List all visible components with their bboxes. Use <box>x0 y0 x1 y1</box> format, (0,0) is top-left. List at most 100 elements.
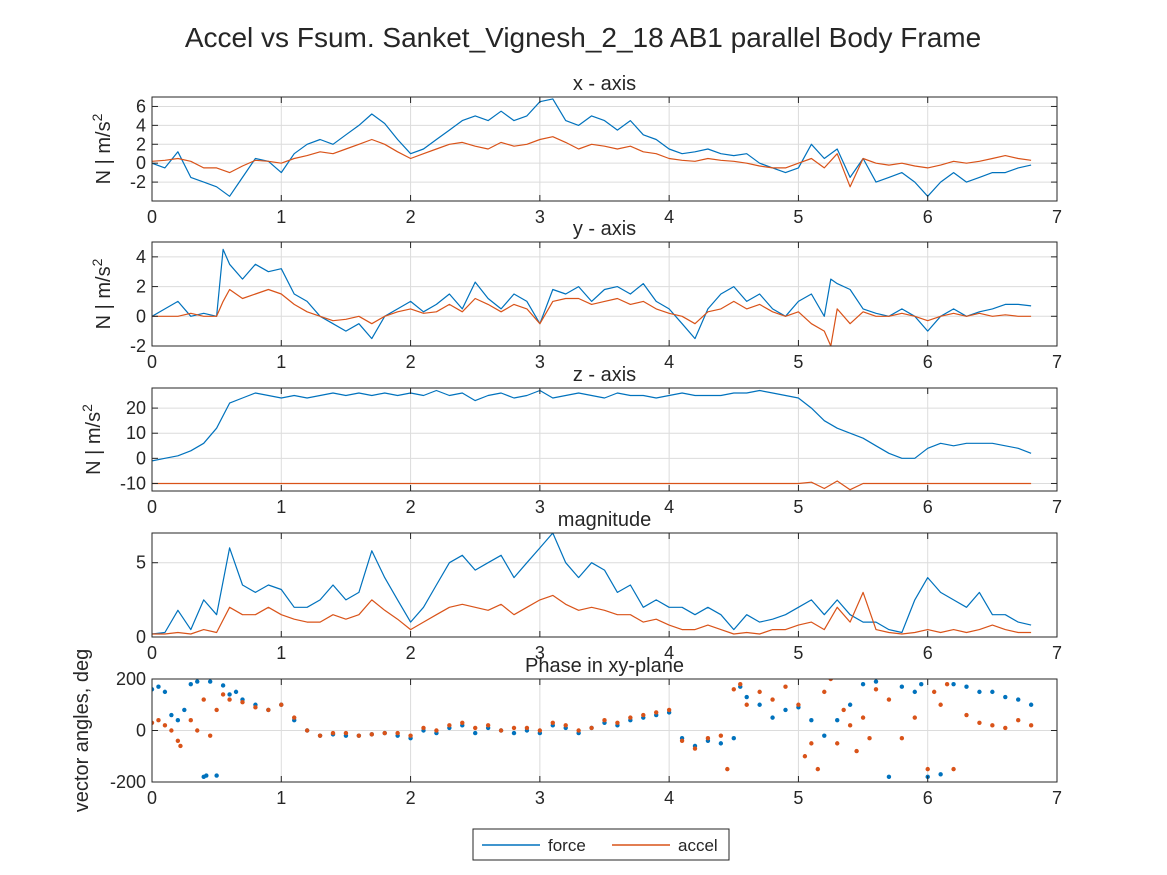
x-tick-label: 1 <box>276 643 286 663</box>
force-point <box>152 687 155 692</box>
y-tick-label: 0 <box>136 448 146 468</box>
force-point <box>207 679 213 684</box>
accel-point <box>815 766 821 772</box>
accel-point <box>705 736 711 741</box>
subplot-4: 0 1 2 3 4 5 6 7 0 5 magnitude <box>136 509 1062 663</box>
force-point <box>195 679 200 684</box>
x-tick-label: 6 <box>923 207 933 227</box>
force-point <box>718 741 724 746</box>
force-point <box>220 683 226 688</box>
accel-line <box>152 591 1032 635</box>
accel-point <box>641 712 646 718</box>
force-point <box>886 774 892 780</box>
accel-point <box>873 687 879 692</box>
x-tick-label: 5 <box>793 643 803 663</box>
y-tick-label: 0 <box>136 306 146 326</box>
accel-line <box>152 480 1032 491</box>
accel-point <box>421 725 426 731</box>
legend[interactable]: force accel <box>472 828 730 861</box>
x-tick-label: 2 <box>406 352 416 372</box>
accel-point <box>835 741 840 746</box>
subplot-title: x - axis <box>573 73 636 95</box>
accel-point <box>1028 723 1034 728</box>
force-line <box>152 533 1032 635</box>
accel-point <box>343 730 349 736</box>
x-tick-label: 3 <box>535 643 545 663</box>
force-point <box>1003 694 1008 700</box>
accel-point <box>718 733 724 738</box>
data-layer <box>152 389 1032 491</box>
accel-point <box>498 728 504 733</box>
accel-point <box>524 725 530 731</box>
x-tick-label: 4 <box>664 207 674 227</box>
x-tick-label: 2 <box>406 497 416 517</box>
data-layer <box>152 533 1032 635</box>
accel-point <box>666 707 672 713</box>
accel-point <box>408 733 413 738</box>
x-tick-label: 0 <box>147 497 157 517</box>
accel-point <box>207 733 213 738</box>
accel-point <box>169 728 174 733</box>
force-point <box>188 681 193 687</box>
force-line <box>152 248 1032 340</box>
accel-point <box>802 754 808 759</box>
accel-point <box>738 681 743 687</box>
x-tick-label: 4 <box>664 497 674 517</box>
plot-area <box>152 97 1057 201</box>
force-point <box>770 715 775 720</box>
plot-area <box>152 242 1057 346</box>
force-point <box>938 772 943 777</box>
force-point <box>214 773 219 778</box>
x-tick-label: 4 <box>664 352 674 372</box>
accel-point <box>266 707 271 713</box>
accel-point <box>589 725 594 731</box>
y-axis-label: N | m/s2 <box>89 258 115 329</box>
accel-point <box>279 702 284 707</box>
force-point <box>847 702 853 707</box>
force-point <box>731 736 736 741</box>
legend-accel-label: accel <box>678 836 718 855</box>
force-point <box>175 718 181 723</box>
data-layer <box>152 248 1032 346</box>
force-point <box>1028 702 1034 707</box>
accel-point <box>395 730 400 736</box>
accel-point <box>938 702 943 707</box>
accel-point <box>809 741 814 746</box>
force-point <box>822 733 827 738</box>
x-tick-label: 2 <box>406 643 416 663</box>
force-point <box>860 681 866 687</box>
accel-point <box>178 743 183 749</box>
accel-point <box>602 718 607 723</box>
y-tick-label: 2 <box>136 277 146 297</box>
accel-point <box>1016 718 1021 723</box>
y-tick-label: 2 <box>136 134 146 154</box>
force-point <box>182 707 187 713</box>
accel-point <box>725 766 730 772</box>
force-point <box>233 689 239 695</box>
accel-point <box>847 723 853 728</box>
subplot-title: z - axis <box>573 364 636 386</box>
accel-point <box>692 746 698 751</box>
accel-point <box>195 728 200 733</box>
accel-point <box>860 715 866 720</box>
accel-point <box>201 697 206 702</box>
force-point <box>473 730 478 736</box>
accel-point <box>473 725 478 731</box>
axes-box <box>151 96 1058 202</box>
accel-point <box>317 733 323 738</box>
y-tick-label: 10 <box>126 423 146 443</box>
legend-force-label: force <box>548 836 586 855</box>
y-tick-label: 0 <box>136 627 146 647</box>
y-axis-label: N | m/s2 <box>89 113 115 184</box>
accel-point <box>369 732 374 737</box>
force-point <box>912 689 917 695</box>
accel-point <box>356 733 362 738</box>
x-tick-label: 6 <box>923 643 933 663</box>
y-tick-label: 200 <box>116 669 146 689</box>
accel-point <box>841 707 846 713</box>
x-tick-label: 1 <box>276 497 286 517</box>
y-axis-label-superscript: 2 <box>89 113 105 121</box>
x-tick-label: 7 <box>1052 643 1062 663</box>
